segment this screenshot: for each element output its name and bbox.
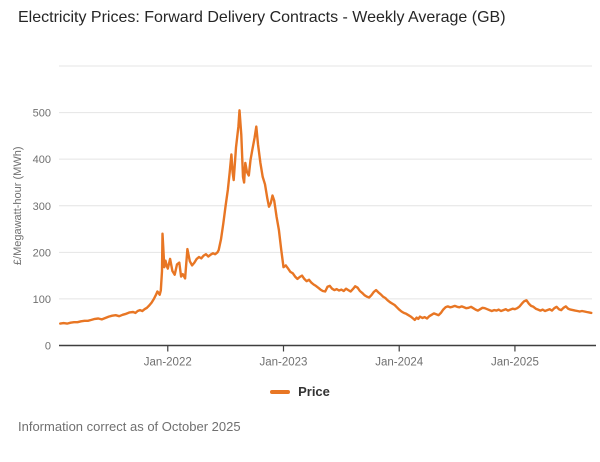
chart-area: 0 100 200 300 400 500 £/Megawatt-hour (MWh) Jan… — [0, 60, 600, 375]
legend: Price — [0, 384, 600, 399]
footnote: Information correct as of October 2025 — [18, 419, 241, 434]
x-tick-label-Jan-2024: Jan-2024 — [375, 357, 424, 369]
chart-title: Electricity Prices: Forward Delivery Con… — [18, 9, 506, 26]
price-chart-svg[interactable]: 0 100 200 300 400 500 £/Megawatt-hour (MWh) Jan… — [0, 60, 600, 375]
price-series-swatch — [270, 389, 291, 394]
x-tick-label-Jan-2025: Jan-2025 — [491, 357, 539, 369]
y-tick-label-500: 500 — [33, 108, 51, 120]
legend-item-price[interactable]: Price — [270, 384, 330, 399]
price-series-label: Price — [298, 384, 330, 399]
y-tick-label-200: 200 — [33, 247, 51, 259]
y-tick-label-400: 400 — [33, 154, 51, 166]
y-tick-label-0: 0 — [45, 341, 51, 353]
y-tick-label-100: 100 — [33, 294, 51, 306]
x-tick-label-Jan-2023: Jan-2023 — [260, 357, 308, 369]
y-tick-label-300: 300 — [33, 201, 51, 213]
x-tick-label-Jan-2022: Jan-2022 — [144, 357, 192, 369]
y-axis-title: £/Megawatt-hour (MWh) — [12, 147, 24, 266]
series-line-price[interactable] — [59, 109, 593, 325]
